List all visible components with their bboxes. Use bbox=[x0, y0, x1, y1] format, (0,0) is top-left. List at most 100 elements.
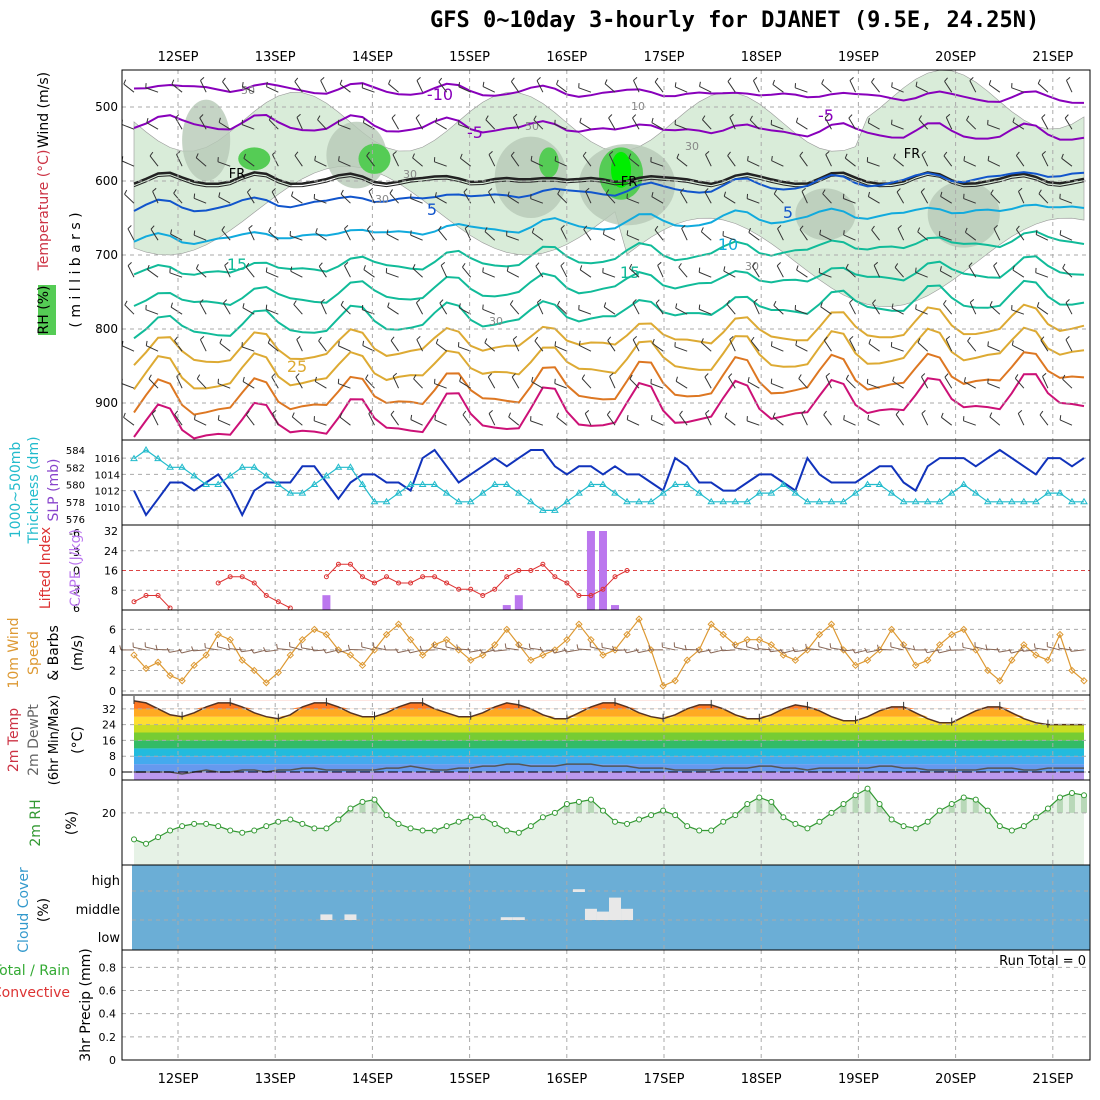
thickness-marker bbox=[490, 480, 499, 487]
wind-barb bbox=[918, 115, 929, 130]
lifted-index-tick: 0 bbox=[73, 565, 80, 578]
wind-barb bbox=[723, 266, 736, 278]
wind-barb bbox=[217, 157, 231, 167]
rh2m-marker bbox=[732, 812, 739, 819]
wind-barb bbox=[434, 378, 447, 389]
thickness-marker bbox=[647, 497, 655, 505]
wind-barb bbox=[459, 376, 471, 389]
wind-tick: 6 bbox=[109, 623, 116, 636]
y-label-millibars: ( m i l l i b a r s ) bbox=[68, 212, 84, 327]
wind-barb bbox=[241, 342, 255, 352]
wind-barb bbox=[268, 226, 279, 241]
rh-shading-50 bbox=[795, 188, 856, 241]
wind-barb bbox=[849, 299, 856, 315]
wind-speed-marker bbox=[322, 630, 331, 639]
wind-barb bbox=[1059, 230, 1073, 241]
wind-barb bbox=[554, 119, 568, 130]
wind-barb bbox=[557, 300, 568, 315]
wind-barb bbox=[511, 373, 520, 389]
rh2m-marker bbox=[828, 809, 835, 816]
wind-barb bbox=[891, 82, 904, 93]
wind-speed-marker bbox=[827, 620, 836, 628]
wind-barb bbox=[363, 265, 375, 278]
rh2m-marker bbox=[527, 823, 534, 830]
wind-barb bbox=[170, 302, 183, 315]
wind-barb bbox=[606, 410, 616, 426]
rh2m-marker bbox=[191, 820, 198, 827]
lifted-index-marker bbox=[251, 580, 257, 586]
rh2m-marker bbox=[672, 812, 679, 819]
rh2m-marker bbox=[720, 818, 727, 825]
wind-barb bbox=[127, 225, 135, 241]
rh2m-marker bbox=[179, 823, 186, 830]
surface-wind-barb bbox=[720, 646, 736, 652]
thickness-marker bbox=[599, 480, 607, 487]
rh2m-marker bbox=[936, 807, 943, 814]
rh2m-marker bbox=[563, 801, 570, 808]
wind-barb bbox=[895, 410, 905, 426]
thickness-marker bbox=[719, 497, 728, 505]
rh2m-marker bbox=[780, 814, 787, 821]
wind-barb bbox=[434, 192, 447, 204]
wind-speed-marker bbox=[767, 641, 776, 649]
wind-barb bbox=[990, 189, 1001, 204]
cape-bar bbox=[514, 595, 523, 610]
surface-wind-barb bbox=[1020, 646, 1036, 652]
rh2m-marker bbox=[984, 807, 991, 814]
wind-barb bbox=[602, 229, 616, 241]
y-label-convective: Convective bbox=[0, 985, 70, 1001]
wind-speed-marker bbox=[587, 635, 595, 644]
lifted-index-marker bbox=[612, 574, 618, 580]
rh2m-marker bbox=[143, 840, 150, 847]
thickness-marker bbox=[1068, 497, 1076, 505]
wind-speed-marker bbox=[755, 635, 764, 644]
date-label-top: 12SEP bbox=[158, 50, 199, 65]
rh2m-marker bbox=[792, 820, 799, 827]
surface-wind-barb bbox=[432, 642, 447, 651]
surface-wind-barb bbox=[504, 643, 519, 651]
wind-barb bbox=[171, 79, 183, 93]
rh2m-marker bbox=[155, 834, 162, 841]
wind-speed-marker bbox=[1080, 677, 1088, 685]
thickness-marker bbox=[214, 480, 223, 487]
thickness-marker bbox=[611, 489, 619, 496]
date-label-top: 18SEP bbox=[741, 50, 782, 65]
cape-tick: 16 bbox=[104, 565, 118, 578]
rh-contour-label: 50 bbox=[525, 120, 539, 133]
isotherm-label: 15 bbox=[620, 263, 640, 282]
date-label-bottom: 21SEP bbox=[1032, 1072, 1073, 1087]
date-label-bottom: 16SEP bbox=[546, 1072, 587, 1087]
slp-tick: 1014 bbox=[95, 470, 120, 481]
lifted-index-line bbox=[133, 595, 171, 609]
wind-barb bbox=[199, 335, 207, 352]
wind-barb bbox=[917, 227, 928, 241]
rh2m-marker bbox=[599, 807, 606, 814]
wind-barb bbox=[674, 342, 688, 352]
thickness-marker bbox=[274, 480, 283, 487]
wind-barb bbox=[1064, 114, 1073, 130]
thickness-marker bbox=[382, 497, 391, 505]
wind-barb bbox=[987, 155, 1001, 167]
rh2m-marker bbox=[660, 807, 667, 814]
wind-barb bbox=[987, 378, 1001, 389]
surface-wind-barb bbox=[407, 648, 423, 654]
rh-legend-swatch bbox=[38, 285, 56, 335]
lifted-index-marker bbox=[372, 580, 378, 586]
wind-barb bbox=[963, 377, 977, 389]
surface-wind-barb bbox=[335, 647, 351, 653]
wind-barb bbox=[368, 409, 375, 426]
rh2m-marker bbox=[383, 812, 390, 819]
wind-barb bbox=[963, 193, 976, 204]
surface-wind-barb bbox=[517, 641, 531, 651]
wind-tick: 4 bbox=[109, 644, 116, 657]
wind-speed-marker bbox=[960, 625, 968, 634]
wind-speed-marker bbox=[815, 630, 824, 639]
thickness-marker bbox=[839, 497, 848, 505]
wind-barb bbox=[776, 262, 784, 278]
wind-barb bbox=[650, 378, 664, 389]
surface-wind-barb bbox=[902, 642, 916, 651]
wind-barb bbox=[200, 76, 207, 93]
run-total-label: Run Total = 0 bbox=[999, 954, 1086, 969]
wind-barb bbox=[313, 416, 327, 426]
wind-barb bbox=[1015, 151, 1025, 167]
